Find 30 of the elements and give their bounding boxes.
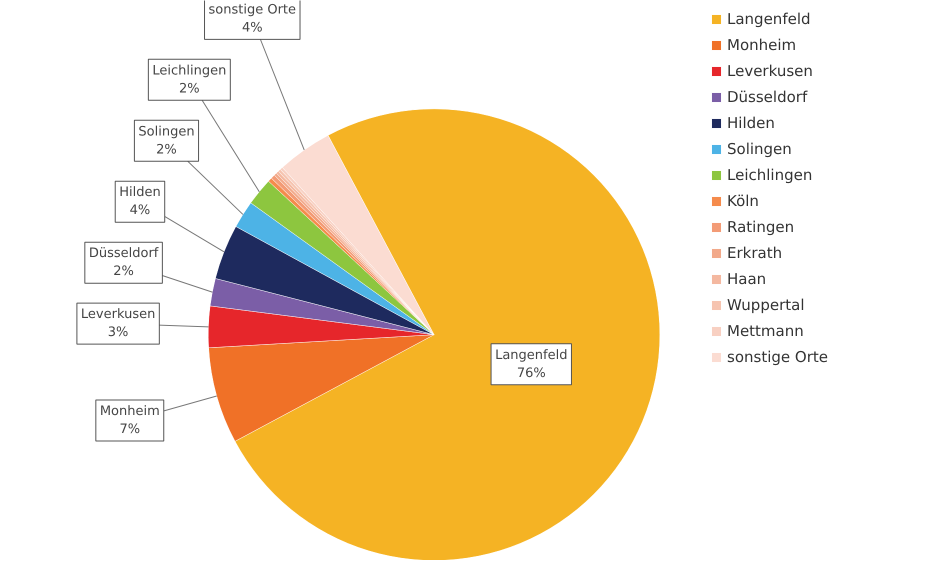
data-label: 2% <box>179 81 200 96</box>
legend-label: Köln <box>727 192 759 210</box>
slice-label: Düsseldorf <box>88 246 159 262</box>
legend-label: Erkrath <box>727 244 782 262</box>
legend-label: Monheim <box>727 36 796 54</box>
data-label: 2% <box>113 264 134 280</box>
data-label: 3% <box>108 325 128 340</box>
slice-label: Solingen <box>138 124 195 140</box>
slice-label: sonstige Orte <box>208 2 296 18</box>
slice-label: Hilden <box>119 185 161 200</box>
legend-label: Ratingen <box>727 218 794 236</box>
legend-label: Leverkusen <box>727 62 813 80</box>
slice-label: Leichlingen <box>152 63 226 78</box>
legend-label: Düsseldorf <box>727 88 808 106</box>
data-label: 7% <box>119 422 140 438</box>
legend-label: Wuppertal <box>727 296 804 314</box>
legend-label: Solingen <box>727 140 792 158</box>
slice-label: Monheim <box>100 404 160 420</box>
data-label: 4% <box>130 203 150 218</box>
legend-label: Langenfeld <box>727 10 811 28</box>
slice-label: Leverkusen <box>80 307 156 322</box>
data-label: 4% <box>242 20 263 36</box>
legend-label: sonstige Orte <box>727 348 828 366</box>
legend-label: Hilden <box>727 114 775 132</box>
data-label: 76% <box>516 366 546 381</box>
slice-label: Langenfeld <box>495 348 568 363</box>
legend-label: Leichlingen <box>727 166 812 184</box>
data-label: 2% <box>156 142 177 158</box>
legend-label: Haan <box>727 270 766 288</box>
legend-label: Mettmann <box>727 322 804 340</box>
